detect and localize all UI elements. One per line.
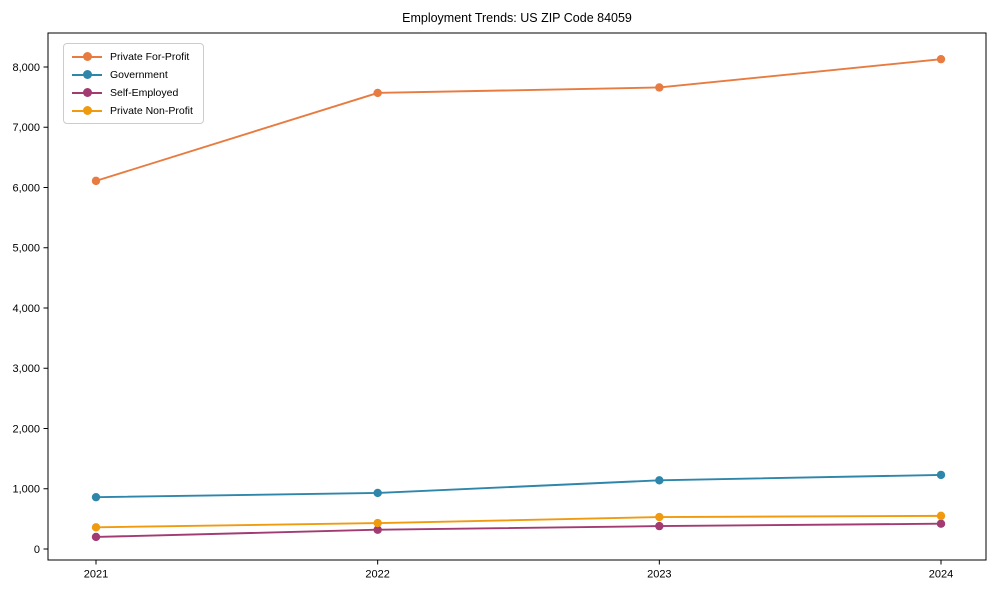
- y-tick-label: 6,000: [12, 182, 40, 194]
- legend-item-label: Self-Employed: [110, 86, 179, 99]
- legend-item-label: Government: [110, 68, 168, 81]
- series-line: [95, 58, 942, 182]
- series-line: [95, 522, 942, 538]
- y-tick-label: 0: [34, 544, 40, 556]
- legend-item: Private Non-Profit: [72, 104, 193, 117]
- data-point-marker: [91, 492, 101, 502]
- x-tick-label: 2024: [929, 569, 953, 581]
- y-tick-label: 7,000: [12, 122, 40, 134]
- data-point-marker: [655, 512, 664, 522]
- y-tick-label: 5,000: [12, 243, 40, 255]
- y-tick-label: 4,000: [12, 303, 40, 315]
- y-tick-label: 1,000: [12, 484, 40, 496]
- y-tick-label: 2,000: [12, 423, 40, 435]
- y-tick-label: 8,000: [12, 62, 40, 74]
- data-point-marker: [936, 470, 946, 480]
- series-line: [95, 514, 942, 529]
- x-tick-label: 2022: [365, 569, 389, 581]
- y-tick-label: 3,000: [12, 363, 40, 375]
- chart-title: Employment Trends: US ZIP Code 84059: [402, 11, 632, 25]
- data-point-marker: [373, 525, 382, 534]
- legend-item: Self-Employed: [72, 86, 193, 99]
- data-point-marker: [91, 176, 101, 186]
- data-point-marker: [936, 54, 946, 64]
- x-tick-label: 2023: [647, 569, 671, 581]
- legend-item: Government: [72, 68, 193, 81]
- data-point-marker: [373, 88, 382, 98]
- legend-line-marker-icon: [72, 86, 102, 99]
- data-point-marker: [655, 521, 664, 531]
- legend-line-marker-icon: [72, 104, 102, 117]
- legend-line-marker-icon: [72, 68, 102, 81]
- data-point-marker: [91, 532, 101, 542]
- x-tick-label: 2021: [84, 569, 108, 581]
- legend-item-label: Private For-Profit: [110, 50, 190, 63]
- data-point-marker: [373, 518, 382, 528]
- data-point-marker: [655, 476, 664, 485]
- data-point-marker: [936, 519, 946, 528]
- data-point-marker: [936, 511, 946, 521]
- data-point-marker: [91, 523, 101, 532]
- data-point-marker: [373, 488, 382, 498]
- legend-line-marker-icon: [72, 50, 102, 63]
- plot-frame: [47, 32, 987, 561]
- legend-item-label: Private Non-Profit: [110, 104, 193, 117]
- legend-item: Private For-Profit: [72, 50, 193, 63]
- legend: Private For-Profit Government Self-Employe…: [63, 43, 204, 124]
- data-point-marker: [655, 83, 664, 92]
- series-line: [95, 473, 942, 499]
